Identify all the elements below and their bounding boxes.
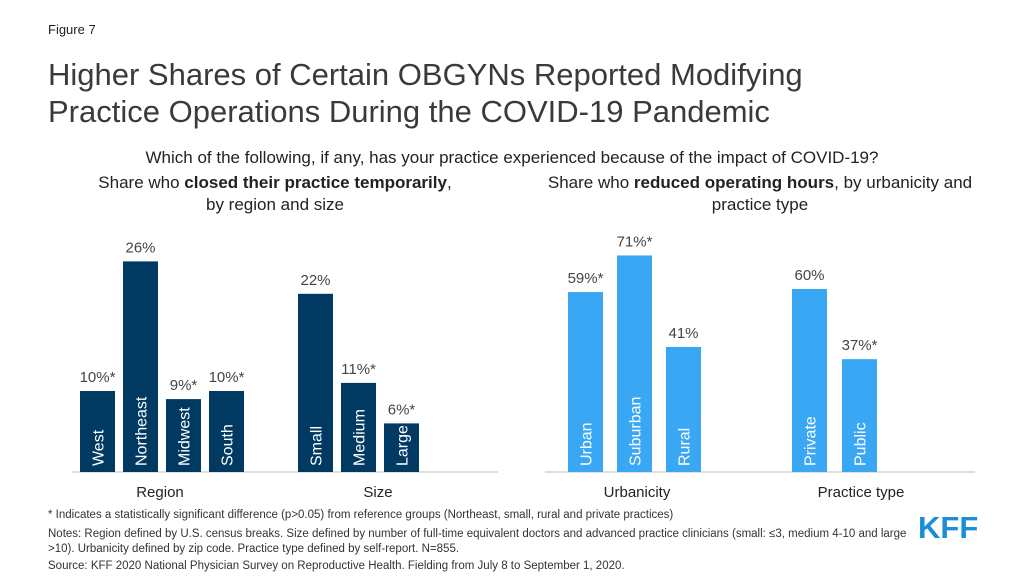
bar-rural bbox=[666, 346, 701, 472]
data-label-rural: 41% bbox=[668, 325, 698, 342]
bar-public bbox=[842, 359, 877, 472]
data-label-south: 10%* bbox=[209, 369, 245, 386]
category-label-small: Small bbox=[309, 426, 326, 466]
bar-midwest bbox=[166, 399, 201, 472]
category-label-south: South bbox=[220, 424, 237, 466]
bar-northeast bbox=[123, 261, 158, 472]
bar-suburban bbox=[617, 255, 652, 472]
left-title-bold: closed their practice temporarily bbox=[184, 173, 447, 192]
right-title-bold: reduced operating hours bbox=[633, 173, 835, 192]
data-label-public: 37%* bbox=[842, 337, 878, 354]
right-title-post: , by urbanicity and practice type bbox=[711, 173, 973, 214]
bar-urban bbox=[568, 292, 603, 472]
source-footnote: Source: KFF 2020 National Physician Surv… bbox=[48, 560, 625, 572]
data-label-urban: 59%* bbox=[568, 270, 604, 287]
left-title-post: , by region and size bbox=[206, 173, 452, 214]
group-label-practice-type: Practice type bbox=[818, 484, 905, 501]
title-line-2: Practice Operations During the COVID-19 … bbox=[48, 94, 770, 129]
bar-large bbox=[384, 423, 419, 472]
data-label-west: 10%* bbox=[80, 369, 116, 386]
data-label-small: 22% bbox=[300, 272, 330, 289]
category-label-rural: Rural bbox=[677, 428, 694, 466]
data-label-northeast: 26% bbox=[125, 239, 155, 256]
left-title-pre: Share who bbox=[98, 173, 185, 192]
category-label-urban: Urban bbox=[579, 422, 596, 466]
chart-title: Higher Shares of Certain OBGYNs Reported… bbox=[48, 56, 988, 130]
bar-west bbox=[80, 391, 115, 472]
notes-footnote: Notes: Region defined by U.S. census bre… bbox=[48, 528, 907, 555]
kff-logo-text: KFF bbox=[918, 512, 978, 540]
data-label-suburban: 71%* bbox=[617, 233, 653, 250]
right-panel-title: Share who reduced operating hours, by ur… bbox=[540, 172, 980, 216]
bar-medium bbox=[341, 382, 376, 472]
category-label-medium: Medium bbox=[352, 409, 369, 466]
category-label-northeast: Northeast bbox=[134, 396, 151, 466]
group-label-region: Region bbox=[136, 484, 184, 501]
significance-footnote: * Indicates a statistically significant … bbox=[48, 509, 674, 521]
kff-logo: KFF bbox=[918, 512, 978, 540]
category-label-large: Large bbox=[395, 425, 412, 466]
data-label-midwest: 9%* bbox=[170, 377, 198, 394]
category-label-public: Public bbox=[853, 422, 870, 466]
group-label-size: Size bbox=[363, 484, 392, 501]
bar-private bbox=[792, 289, 827, 472]
category-label-suburban: Suburban bbox=[628, 397, 645, 466]
bar-south bbox=[209, 391, 244, 472]
left-panel-title: Share who closed their practice temporar… bbox=[90, 172, 460, 216]
title-line-1: Higher Shares of Certain OBGYNs Reported… bbox=[48, 57, 803, 92]
category-label-west: West bbox=[91, 429, 108, 466]
data-label-large: 6%* bbox=[388, 401, 416, 418]
group-label-urbanicity: Urbanicity bbox=[604, 484, 671, 501]
data-label-private: 60% bbox=[794, 267, 824, 284]
data-label-medium: 11%* bbox=[341, 361, 376, 378]
survey-question: Which of the following, if any, has your… bbox=[145, 148, 879, 167]
category-label-private: Private bbox=[803, 416, 820, 466]
category-label-midwest: Midwest bbox=[177, 407, 194, 466]
bar-small bbox=[298, 293, 333, 472]
figure-label: Figure 7 bbox=[48, 22, 96, 37]
right-title-pre: Share who bbox=[547, 173, 634, 192]
